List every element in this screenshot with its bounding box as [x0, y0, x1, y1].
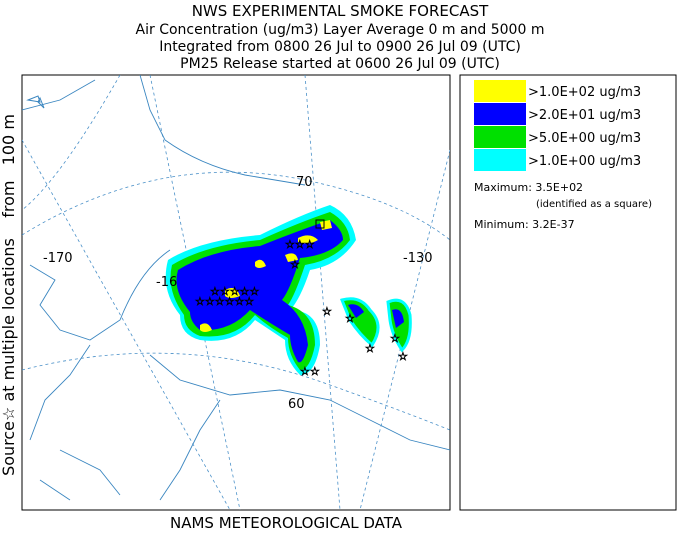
map-label: -16: [156, 275, 177, 290]
svg-text:☆: ☆: [398, 350, 408, 363]
minimum: Minimum: 3.2E-37: [474, 218, 575, 231]
title: NWS EXPERIMENTAL SMOKE FORECAST: [192, 2, 489, 20]
map-label: 70: [296, 175, 313, 190]
subtitle: PM25 Release started at 0600 26 Jul 09 (…: [180, 56, 500, 72]
svg-text:☆: ☆: [365, 342, 375, 355]
legend-swatch: [474, 103, 526, 125]
map-label: 60: [288, 397, 305, 412]
legend-label: >5.0E+00 ug/m3: [528, 131, 641, 146]
svg-text:☆: ☆: [322, 305, 332, 318]
footer: NAMS METEOROLOGICAL DATA: [170, 514, 403, 532]
legend-label: >2.0E+01 ug/m3: [528, 108, 641, 123]
svg-text:☆☆☆☆☆: ☆☆☆☆☆: [210, 285, 259, 298]
legend-swatch: [474, 80, 526, 102]
svg-text:☆: ☆: [345, 312, 355, 325]
map-label: -170: [43, 251, 73, 266]
map: ☆☆☆☆☆☆☆☆☆☆☆ ☆☆☆☆ ☆☆ ☆☆ ☆☆☆ -170 -16 70 -…: [21, 74, 451, 511]
island: [26, 95, 45, 109]
subtitle: Air Concentration (ug/m3) Layer Average …: [136, 22, 545, 38]
svg-text:☆☆: ☆☆: [300, 365, 320, 378]
subtitle: Integrated from 0800 26 Jul to 0900 26 J…: [159, 39, 521, 55]
legend-label: >1.0E+00 ug/m3: [528, 154, 641, 169]
svg-text:☆☆☆☆☆☆: ☆☆☆☆☆☆: [195, 295, 254, 308]
maximum-square: [315, 219, 325, 229]
sources: ☆☆☆☆☆☆☆☆☆☆☆ ☆☆☆☆ ☆☆ ☆☆ ☆☆☆: [195, 238, 409, 379]
legend-swatch: [474, 126, 526, 148]
legend: Maximum: 3.5E+02 (identified as a square…: [459, 74, 677, 511]
maximum-note: (identified as a square): [536, 199, 652, 210]
svg-text:☆: ☆: [390, 332, 400, 345]
legend-swatch: [474, 149, 526, 171]
side-label: Source☆ at multiple locations from 100 m: [0, 114, 18, 476]
maximum: Maximum: 3.5E+02: [474, 181, 583, 194]
map-label: -130: [403, 251, 433, 266]
smoke: ☆☆☆☆☆☆☆☆☆☆☆ ☆☆☆☆ ☆☆ ☆☆ ☆☆☆: [165, 205, 412, 379]
coastline: [22, 75, 450, 501]
legend-label: >1.0E+02 ug/m3: [528, 85, 641, 100]
svg-text:☆: ☆: [290, 258, 300, 271]
svg-text:☆☆☆: ☆☆☆: [285, 238, 315, 251]
